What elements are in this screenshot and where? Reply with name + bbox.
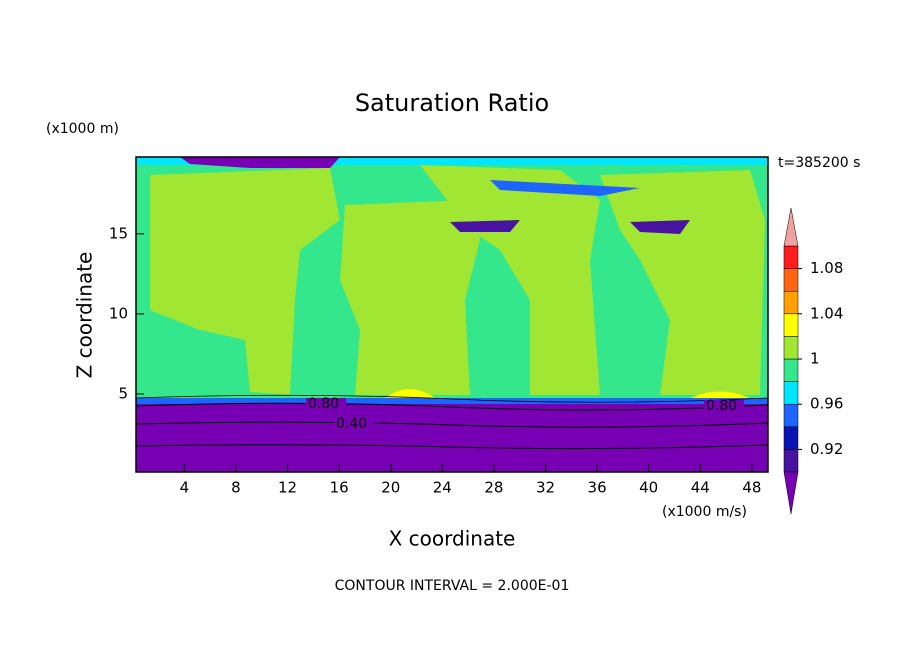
field-region: [690, 391, 750, 398]
chart-title: Saturation Ratio: [355, 89, 549, 117]
contour-label: 0.40: [336, 416, 367, 432]
x-tick-label: 32: [536, 479, 555, 497]
x-tick-label: 20: [381, 479, 400, 497]
field-region: [490, 180, 640, 196]
colorbar-under: [783, 471, 799, 515]
x-tick-label: 4: [180, 479, 190, 497]
footer: CONTOUR INTERVAL = 2.000E-01: [335, 578, 570, 594]
y-unit: (x1000 m): [46, 121, 119, 137]
x-tick-label: 48: [742, 479, 761, 497]
colorbar-label: 1: [810, 350, 820, 368]
x-tick-label: 44: [691, 479, 710, 497]
contour-line: [135, 444, 769, 450]
field-region: [385, 389, 435, 398]
field-region: [450, 220, 520, 232]
plot-frame: [135, 156, 769, 473]
time-label: t=385200 s: [778, 155, 860, 171]
colorbar-box: [783, 358, 799, 382]
y-axis-label: Z coordinate: [73, 252, 97, 379]
colorbar-box: [783, 426, 799, 450]
field-region: [136, 404, 768, 472]
field-region: [136, 398, 768, 404]
colorbar-label: 1.04: [810, 304, 843, 322]
label-box: [334, 418, 374, 430]
field: 0.80 0.40 0.80: [135, 157, 769, 472]
field-region: [136, 157, 768, 165]
contour-line: [135, 402, 769, 411]
contour-label: 0.80: [308, 396, 339, 412]
field-region: [340, 200, 480, 395]
colorbar-box: [783, 245, 799, 269]
label-box: [306, 398, 346, 410]
x-tick-label: 28: [484, 479, 503, 497]
field-region: [180, 157, 340, 168]
x-tick-label: 8: [231, 479, 241, 497]
x-tick-label: 36: [588, 479, 607, 497]
y-tick-label: 5: [118, 384, 128, 402]
contour-label: 0.80: [706, 398, 737, 414]
colorbar-box: [783, 449, 799, 473]
contour-line: [135, 394, 769, 403]
colorbar-box: [783, 381, 799, 405]
x-tick-label: 16: [330, 479, 349, 497]
colorbar-box: [783, 268, 799, 292]
y-tick-label: 15: [109, 224, 128, 242]
field-region: [150, 168, 340, 395]
colorbar-box: [783, 336, 799, 360]
colorbar-box: [783, 313, 799, 337]
x-axis-label: X coordinate: [389, 527, 516, 551]
colorbar-label: 0.96: [810, 395, 843, 413]
colorbar-box: [783, 290, 799, 315]
x-tick-label: 24: [433, 479, 452, 497]
contour-line: [135, 421, 769, 428]
y-tick-label: 10: [109, 304, 128, 322]
x-tick-label: 12: [278, 479, 297, 497]
field-region: [630, 220, 690, 234]
x-tick-label: 40: [639, 479, 658, 497]
colorbar-over: [783, 207, 799, 247]
colorbar-label: 1.08: [810, 259, 843, 277]
colorbar-label: 0.92: [810, 440, 843, 458]
x-unit: (x1000 m/s): [662, 504, 747, 520]
colorbar-box: [783, 403, 799, 428]
label-box: [704, 400, 744, 412]
